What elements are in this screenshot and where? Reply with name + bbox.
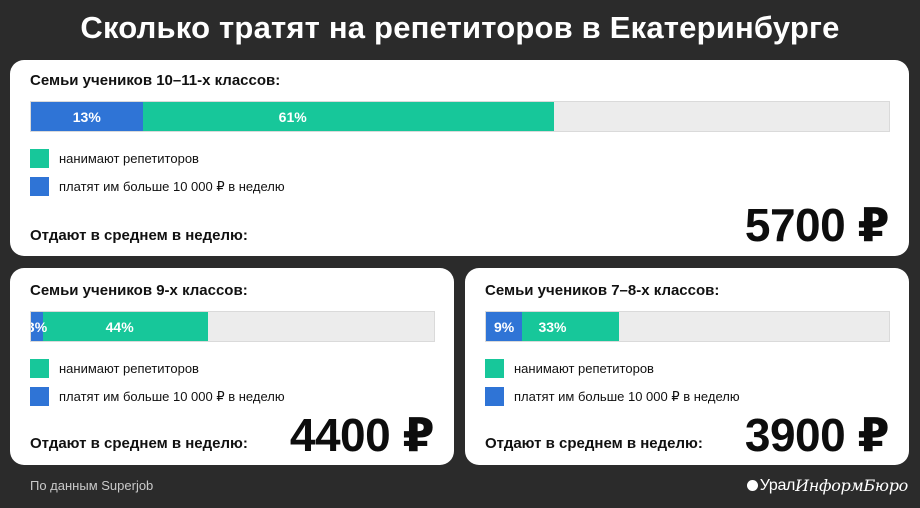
bar-track: 33% 9%	[485, 311, 890, 342]
card-grades-7-8: Семьи учеников 7–8-х классов: 33% 9% нан…	[465, 268, 909, 465]
legend-hire-label: нанимают репетиторов	[514, 361, 654, 376]
bar-hire-label: 33%	[538, 318, 567, 335]
legend-hire: нанимают репетиторов	[30, 149, 199, 168]
avg-label: Отдают в среднем в неделю:	[30, 227, 248, 244]
brand-part2: ИнформБюро	[795, 476, 908, 495]
legend-hire-swatch	[30, 359, 49, 378]
group-title: Семьи учеников 9-х классов:	[30, 282, 248, 299]
bar-hire: 44%	[31, 312, 209, 341]
brand-logo: Урал ИнформБюро	[746, 476, 908, 495]
legend-hire: нанимают репетиторов	[485, 359, 654, 378]
bar-hire-label: 61%	[278, 108, 307, 125]
legend-pay-more: платят им больше 10 000 ₽ в неделю	[30, 387, 285, 406]
bar-pay-more-label: 9%	[494, 318, 515, 335]
legend-pay-more-label: платят им больше 10 000 ₽ в неделю	[59, 178, 285, 194]
card-grades-10-11: Семьи учеников 10–11-х классов: 61% 13% …	[10, 60, 909, 256]
legend-hire-swatch	[30, 149, 49, 168]
page-title: Сколько тратят на репетиторов в Екатерин…	[80, 10, 840, 45]
card-grades-9: Семьи учеников 9-х классов: 44% 3% наним…	[10, 268, 454, 465]
legend-pay-more-swatch	[30, 177, 49, 196]
bar-track: 61% 13%	[30, 101, 890, 132]
legend-pay-more-label: платят им больше 10 000 ₽ в неделю	[514, 388, 740, 404]
legend-hire-label: нанимают репетиторов	[59, 151, 199, 166]
bar-pay-more: 9%	[486, 312, 523, 341]
group-title: Семьи учеников 7–8-х классов:	[485, 282, 720, 299]
legend-pay-more-swatch	[485, 387, 504, 406]
bar-pay-more: 13%	[31, 102, 143, 131]
brand-dot-icon	[746, 480, 758, 491]
group-title: Семьи учеников 10–11-х классов:	[30, 72, 281, 89]
source-note: По данным Superjob	[30, 478, 154, 493]
bar-hire-label: 44%	[105, 318, 134, 335]
legend-hire-label: нанимают репетиторов	[59, 361, 199, 376]
legend-pay-more: платят им больше 10 000 ₽ в неделю	[30, 177, 285, 196]
legend-pay-more-swatch	[30, 387, 49, 406]
avg-value: 3900 ₽	[744, 409, 890, 461]
legend-pay-more-label: платят им больше 10 000 ₽ в неделю	[59, 388, 285, 404]
bar-pay-more-label: 3%	[31, 318, 48, 335]
avg-value: 5700 ₽	[744, 199, 890, 251]
bar-pay-more: 3%	[31, 312, 47, 341]
legend-hire: нанимают репетиторов	[30, 359, 199, 378]
avg-label: Отдают в среднем в неделю:	[30, 435, 248, 452]
legend-hire-swatch	[485, 359, 504, 378]
brand-part1: Урал	[759, 476, 796, 494]
bar-pay-more-label: 13%	[72, 108, 101, 125]
bar-track: 44% 3%	[30, 311, 435, 342]
avg-value: 4400 ₽	[289, 409, 435, 461]
legend-pay-more: платят им больше 10 000 ₽ в неделю	[485, 387, 740, 406]
avg-label: Отдают в среднем в неделю:	[485, 435, 703, 452]
